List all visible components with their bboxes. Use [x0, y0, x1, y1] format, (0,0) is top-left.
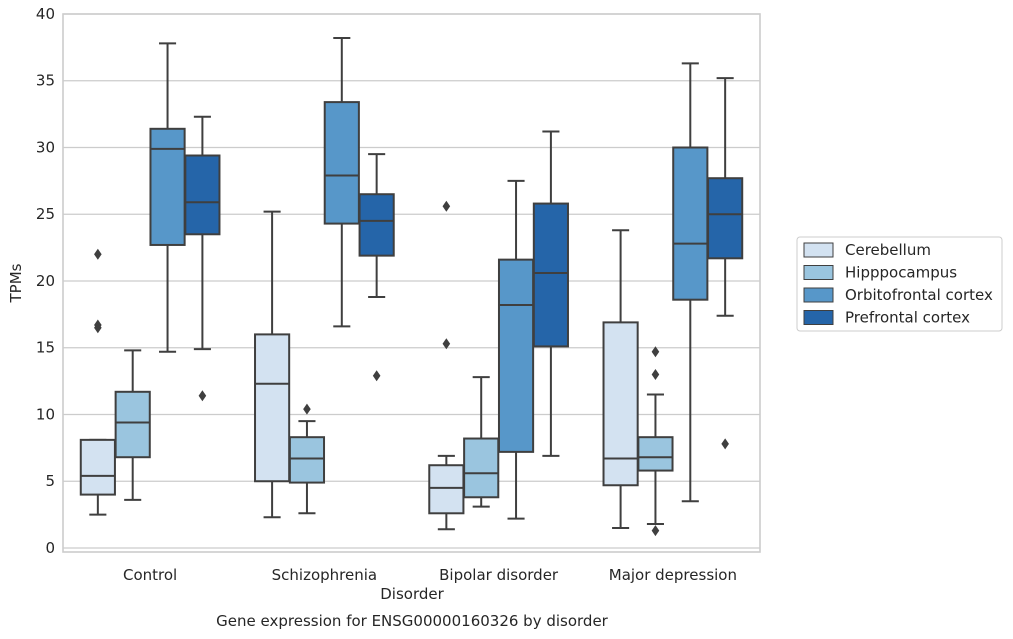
box-group — [323, 37, 360, 328]
box-group — [288, 403, 326, 515]
outlier-point — [442, 338, 451, 350]
box-group — [637, 346, 674, 537]
outlier-point — [94, 248, 102, 260]
legend-label: Cerebellum — [845, 241, 931, 259]
box — [254, 333, 291, 483]
x-tick-label: Bipolar disorder — [439, 566, 559, 584]
box-group — [428, 200, 465, 531]
y-tick-label: 5 — [45, 472, 55, 490]
box-group — [254, 210, 291, 519]
legend-items: Cerebellum Hipppocampus Orbitofrontal cort… — [803, 241, 993, 327]
legend-label: Prefrontal cortex — [845, 309, 970, 327]
outlier-point — [651, 368, 660, 380]
y-tick-label: 35 — [36, 72, 55, 90]
box-group — [532, 130, 569, 457]
box — [497, 258, 535, 453]
box-group — [114, 349, 151, 501]
box — [288, 436, 326, 484]
chart-title: Gene expression for ENSG00000160326 by d… — [216, 612, 609, 630]
outlier-point — [198, 390, 207, 402]
outlier-point — [94, 319, 102, 331]
box — [707, 177, 744, 260]
y-tick-label: 20 — [36, 272, 55, 290]
box — [428, 464, 465, 515]
box — [602, 321, 639, 487]
y-tick-label: 15 — [36, 339, 55, 357]
x-tick-label: Major depression — [609, 566, 737, 584]
x-tick-label: Control — [123, 566, 177, 584]
legend-swatch — [803, 242, 834, 258]
y-axis-ticks: 0 5 10 15 20 25 30 35 40 — [36, 5, 55, 557]
y-tick-label: 0 — [45, 539, 55, 557]
box-group — [602, 229, 639, 529]
y-tick-label: 30 — [36, 138, 55, 156]
legend-swatch — [803, 287, 834, 303]
y-axis-title: TPMs — [7, 263, 25, 303]
box-group — [184, 115, 221, 402]
box — [79, 438, 116, 496]
legend-swatch — [803, 310, 834, 325]
outlier-point — [651, 346, 660, 358]
box-group — [672, 62, 709, 503]
x-axis-title: Disorder — [380, 585, 444, 603]
box-group — [79, 248, 116, 516]
x-axis-ticks: Control Schizophrenia Bipolar disorder Majo… — [123, 566, 737, 584]
outlier-point — [303, 403, 311, 415]
legend-frame — [796, 236, 1003, 332]
box — [184, 154, 221, 236]
legend-label: Orbitofrontal cortex — [845, 286, 993, 304]
box-group — [497, 179, 535, 520]
box — [672, 146, 709, 301]
box-group — [707, 77, 744, 450]
box — [532, 202, 569, 348]
legend-label: Hipppocampus — [845, 264, 957, 282]
box — [637, 436, 674, 472]
box — [463, 437, 500, 499]
box-groups — [79, 37, 744, 537]
box — [323, 101, 360, 225]
outlier-point — [721, 438, 729, 450]
legend-swatch — [803, 265, 834, 280]
x-tick-label: Schizophrenia — [272, 566, 377, 584]
outlier-point — [372, 370, 381, 382]
y-tick-label: 25 — [36, 205, 55, 223]
box — [149, 127, 186, 246]
box-group — [358, 153, 395, 382]
legend: Cerebellum Hipppocampus Orbitofrontal cort… — [796, 236, 1003, 332]
y-tick-label: 10 — [36, 405, 55, 423]
box — [114, 390, 151, 459]
plot-area-frame — [62, 13, 761, 553]
y-tick-label: 40 — [36, 5, 55, 23]
outlier-point — [442, 200, 451, 212]
box-group — [149, 42, 186, 353]
box-group — [463, 376, 500, 508]
outlier-point — [651, 525, 660, 537]
box — [358, 193, 395, 257]
